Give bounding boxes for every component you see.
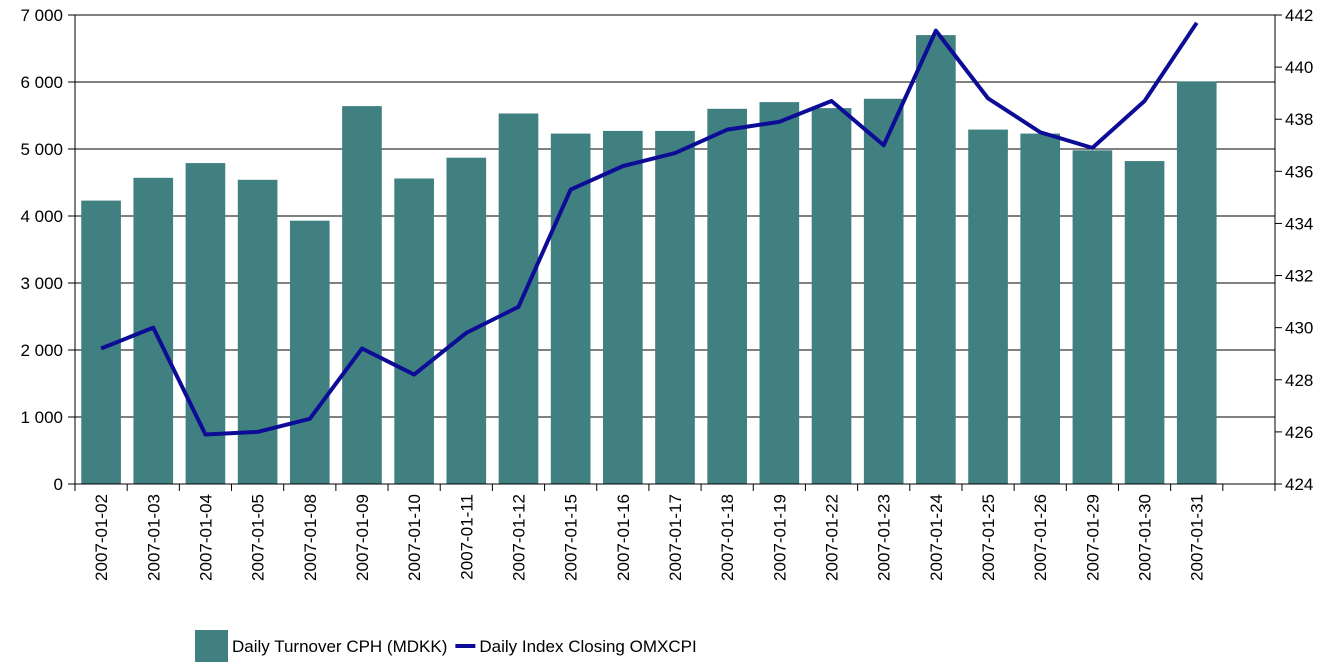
y-tick-label: 4 000 — [20, 207, 63, 226]
y2-tick-label: 442 — [1285, 6, 1313, 25]
x-tick-label: 2007-01-11 — [457, 494, 476, 580]
x-tick-label: 2007-01-26 — [1031, 494, 1050, 581]
x-tick-label: 2007-01-02 — [92, 494, 111, 581]
bar — [1072, 150, 1113, 484]
x-tick-label: 2007-01-16 — [614, 494, 633, 581]
bar — [1124, 161, 1165, 484]
x-tick-label: 2007-01-18 — [718, 494, 737, 581]
bar — [603, 130, 643, 484]
bar — [289, 220, 330, 484]
bar — [707, 108, 747, 485]
bar — [342, 106, 382, 485]
x-tick-label: 2007-01-23 — [875, 494, 894, 581]
bar — [863, 98, 904, 484]
x-tick-label: 2007-01-25 — [979, 494, 998, 581]
y2-tick-label: 440 — [1285, 58, 1313, 77]
y2-tick-label: 436 — [1285, 162, 1313, 181]
x-tick-label: 2007-01-10 — [405, 494, 424, 581]
x-tick-label: 2007-01-04 — [196, 494, 215, 581]
x-tick-label: 2007-01-31 — [1188, 494, 1207, 581]
bar — [916, 35, 956, 484]
x-tick-label: 2007-01-08 — [301, 494, 320, 581]
x-tick-label: 2007-01-19 — [770, 494, 789, 581]
x-tick-label: 2007-01-09 — [353, 494, 372, 581]
bar — [968, 129, 1008, 484]
y-tick-label: 5 000 — [20, 140, 63, 159]
x-tick-label: 2007-01-12 — [509, 494, 528, 581]
y-tick-label: 1 000 — [20, 408, 63, 427]
y2-tick-label: 438 — [1285, 110, 1313, 129]
y-tick-label: 2 000 — [20, 341, 63, 360]
y2-tick-label: 430 — [1285, 319, 1313, 338]
y2-tick-label: 426 — [1285, 423, 1313, 442]
x-tick-label: 2007-01-15 — [562, 494, 581, 581]
bar — [1176, 81, 1217, 484]
legend-label: Daily Index Closing OMXCPI — [479, 637, 696, 656]
x-tick-label: 2007-01-05 — [249, 494, 268, 581]
legend-label: Daily Turnover CPH (MDKK) — [232, 637, 447, 656]
bar — [550, 133, 591, 484]
y-tick-label: 3 000 — [20, 274, 63, 293]
x-tick-label: 2007-01-29 — [1083, 494, 1102, 581]
y2-tick-label: 424 — [1285, 475, 1313, 494]
x-tick-label: 2007-01-03 — [144, 494, 163, 581]
bar — [498, 113, 539, 485]
line-series — [100, 21, 1199, 437]
bar — [446, 157, 487, 484]
bar — [811, 108, 852, 484]
x-tick-label: 2007-01-30 — [1136, 494, 1155, 581]
legend-swatch — [195, 630, 228, 662]
x-tick-label: 2007-01-24 — [927, 494, 946, 581]
y2-tick-label: 434 — [1285, 214, 1313, 233]
bar — [759, 102, 800, 484]
y-tick-label: 0 — [54, 475, 63, 494]
y2-tick-label: 432 — [1285, 267, 1313, 286]
x-tick-label: 2007-01-17 — [666, 494, 685, 581]
y-tick-label: 6 000 — [20, 73, 63, 92]
x-tick-label: 2007-01-22 — [823, 494, 842, 581]
y2-tick-label: 428 — [1285, 371, 1313, 390]
bar — [655, 130, 695, 484]
bar — [1020, 133, 1061, 484]
bar — [237, 179, 278, 484]
bar — [394, 178, 434, 485]
y-tick-label: 7 000 — [20, 6, 63, 25]
